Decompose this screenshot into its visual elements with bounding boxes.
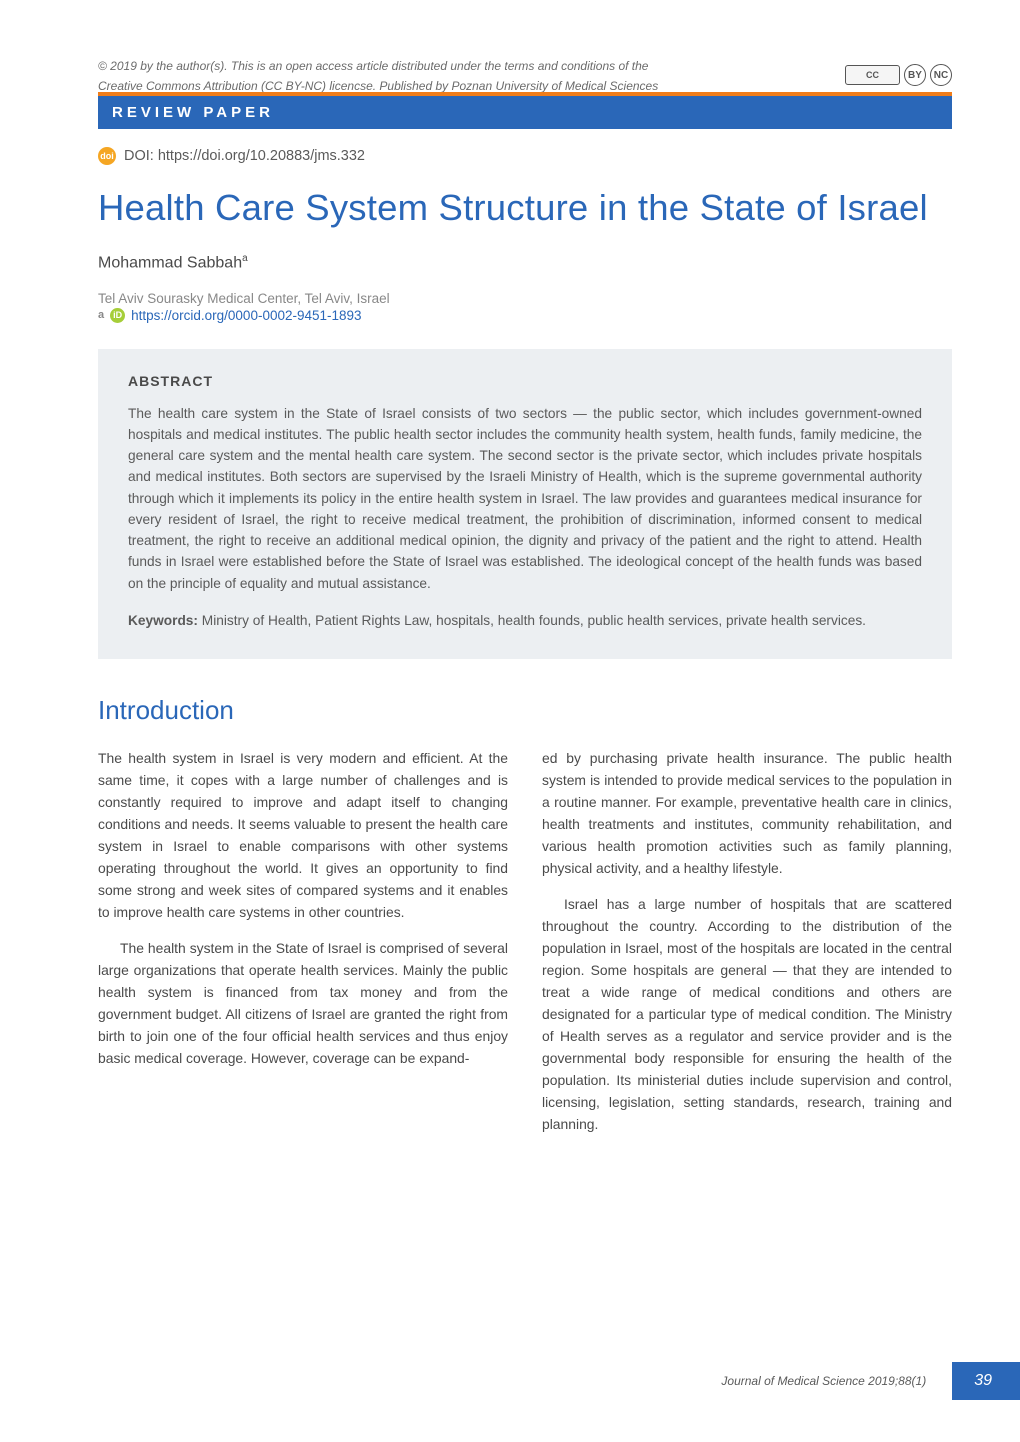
abstract-heading: ABSTRACT (128, 373, 922, 389)
affiliation: Tel Aviv Sourasky Medical Center, Tel Av… (98, 291, 952, 306)
section-heading-introduction: Introduction (98, 695, 952, 726)
doi-icon: doi (98, 147, 116, 165)
abstract-body: The health care system in the State of I… (128, 403, 922, 594)
orcid-link[interactable]: https://orcid.org/0000-0002-9451-1893 (131, 308, 361, 323)
page-number: 39 (952, 1362, 1020, 1400)
intro-paragraph-2: The health system in the State of Israel… (98, 938, 508, 1070)
page-footer: Journal of Medical Science 2019;88(1) 39 (721, 1362, 1020, 1400)
doi-row: doi DOI: https://doi.org/10.20883/jms.33… (98, 147, 952, 165)
intro-paragraph-3: Israel has a large number of hospitals t… (542, 894, 952, 1136)
by-icon: BY (904, 64, 926, 86)
article-title: Health Care System Structure in the Stat… (98, 187, 952, 229)
keywords-label: Keywords: (128, 613, 198, 628)
body-columns: The health system in Israel is very mode… (98, 748, 952, 1149)
nc-icon: NC (930, 64, 952, 86)
orcid-icon: iD (110, 308, 125, 323)
abstract-box: ABSTRACT The health care system in the S… (98, 349, 952, 659)
intro-paragraph-1: The health system in Israel is very mode… (98, 748, 508, 924)
article-type-label: REVIEW PAPER (98, 92, 952, 129)
doi-link[interactable]: DOI: https://doi.org/10.20883/jms.332 (124, 148, 365, 164)
keywords-list: Ministry of Health, Patient Rights Law, … (198, 613, 866, 628)
cc-icon: CC (845, 65, 900, 85)
footer-citation: Journal of Medical Science 2019;88(1) (721, 1374, 952, 1388)
orcid-superscript: a (98, 309, 104, 321)
intro-paragraph-2-cont: ed by purchasing private health insuranc… (542, 748, 952, 880)
author-name: Mohammad Sabbaha (98, 253, 952, 272)
keywords: Keywords: Ministry of Health, Patient Ri… (128, 610, 922, 631)
